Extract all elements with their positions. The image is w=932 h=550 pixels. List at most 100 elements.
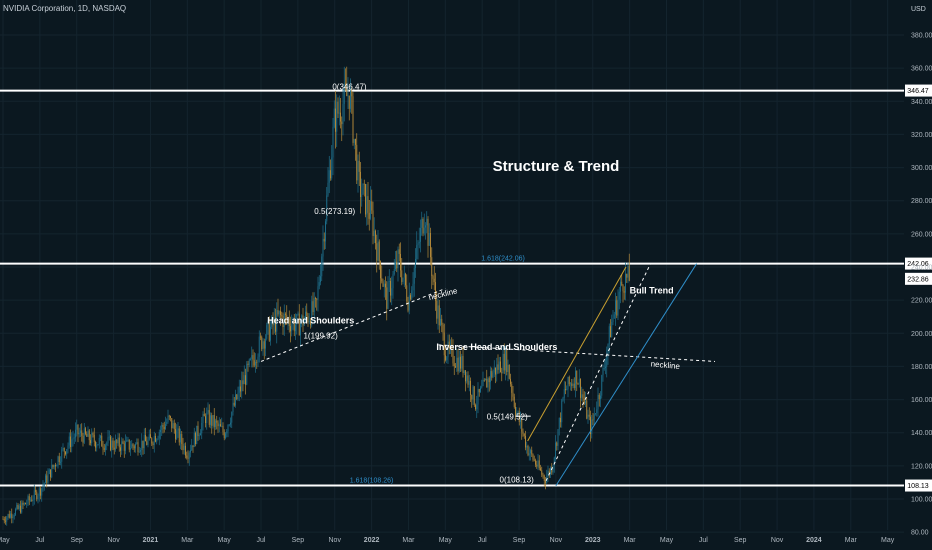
candle-body xyxy=(277,309,279,315)
candle-body xyxy=(456,357,458,368)
candle-body xyxy=(356,144,358,181)
candle-body xyxy=(88,430,90,441)
candle-body xyxy=(218,424,220,427)
candle-body xyxy=(237,392,239,400)
candle-body xyxy=(221,425,223,427)
candle-body xyxy=(132,444,134,447)
candle-body xyxy=(227,425,229,432)
candle-body xyxy=(258,336,260,357)
candle-body xyxy=(315,298,316,299)
candle-body xyxy=(488,378,490,383)
candle-body xyxy=(101,435,103,447)
candle-body xyxy=(600,395,601,400)
candle-body xyxy=(211,415,213,426)
candle-body xyxy=(312,301,314,313)
candle-body xyxy=(486,378,488,388)
x-tick-label: Mar xyxy=(845,537,858,544)
candle-body xyxy=(535,460,536,465)
candles xyxy=(2,66,630,526)
candle-body xyxy=(148,434,150,440)
candle-body xyxy=(17,504,19,509)
candle-body xyxy=(80,430,81,433)
candle-body xyxy=(238,386,240,393)
candle-body xyxy=(478,389,480,393)
candle-body xyxy=(103,448,105,450)
candle-body xyxy=(177,428,179,431)
candle-body xyxy=(175,429,176,440)
candle-body xyxy=(418,241,420,244)
candle-body xyxy=(266,325,268,339)
candle-body xyxy=(43,483,45,486)
candle-body xyxy=(118,437,120,448)
candle-body xyxy=(381,278,383,282)
candle-body xyxy=(360,171,361,198)
candle-body xyxy=(195,433,196,445)
candle-body xyxy=(390,281,391,296)
candle-body xyxy=(222,425,224,433)
candle-body xyxy=(10,513,11,518)
candle-body xyxy=(331,157,333,179)
candle-body xyxy=(61,449,63,462)
candle-body xyxy=(326,195,328,222)
candle-body xyxy=(627,265,629,278)
candle-body xyxy=(375,230,376,244)
candle-body xyxy=(51,464,53,478)
candle-body xyxy=(142,440,144,449)
candle-body xyxy=(35,490,36,492)
candle-body xyxy=(168,415,170,417)
candle-body xyxy=(421,219,423,228)
candle-body xyxy=(365,184,366,215)
candle-body xyxy=(361,194,363,198)
candle-body xyxy=(260,336,261,338)
candle-body xyxy=(2,518,4,520)
candle-body xyxy=(296,314,298,325)
candle-body xyxy=(200,433,201,436)
candle-body xyxy=(157,438,159,440)
candle-body xyxy=(68,436,70,446)
candle-body xyxy=(366,196,368,215)
candle-body xyxy=(75,429,76,438)
candle-body xyxy=(71,439,73,448)
candle-body xyxy=(597,394,599,410)
candle-body xyxy=(615,300,616,315)
candle-body xyxy=(471,395,473,400)
x-tick-label: May xyxy=(0,537,10,544)
candle-body xyxy=(135,443,136,449)
candle-body xyxy=(426,218,428,226)
candle-body xyxy=(407,301,409,311)
candle-body xyxy=(57,456,59,466)
candle-body xyxy=(561,400,563,423)
candle-body xyxy=(510,378,511,385)
y-tick-label: 340.00 xyxy=(911,99,932,106)
candle-body xyxy=(107,437,109,444)
candle-body xyxy=(493,367,495,373)
candle-body xyxy=(162,424,164,427)
candle-body xyxy=(136,442,138,444)
candle-body xyxy=(158,432,160,439)
candle-body xyxy=(251,355,253,359)
candle-body xyxy=(536,464,538,467)
candle-body xyxy=(295,324,296,332)
candle-body xyxy=(482,379,484,387)
candle-body xyxy=(130,448,131,450)
candle-body xyxy=(41,488,43,496)
candle-body xyxy=(255,361,256,366)
candle-body xyxy=(40,488,41,496)
candle-body xyxy=(276,309,278,332)
candle-body xyxy=(458,356,460,372)
candle-body xyxy=(298,313,300,336)
candle-body xyxy=(472,386,474,400)
fib-label-low-mid: 0.5(149.52) xyxy=(487,412,528,421)
candle-body xyxy=(592,419,594,421)
candle-body xyxy=(563,389,565,398)
candle-body xyxy=(185,445,186,456)
candle-body xyxy=(15,509,16,516)
candle-body xyxy=(483,379,485,381)
candle-body xyxy=(530,450,531,454)
candle-body xyxy=(96,445,98,448)
candle-body xyxy=(33,490,35,500)
candle-body xyxy=(362,183,364,195)
last-price-tag xyxy=(905,272,932,285)
candle-body xyxy=(455,366,456,368)
candle-body xyxy=(233,402,235,406)
